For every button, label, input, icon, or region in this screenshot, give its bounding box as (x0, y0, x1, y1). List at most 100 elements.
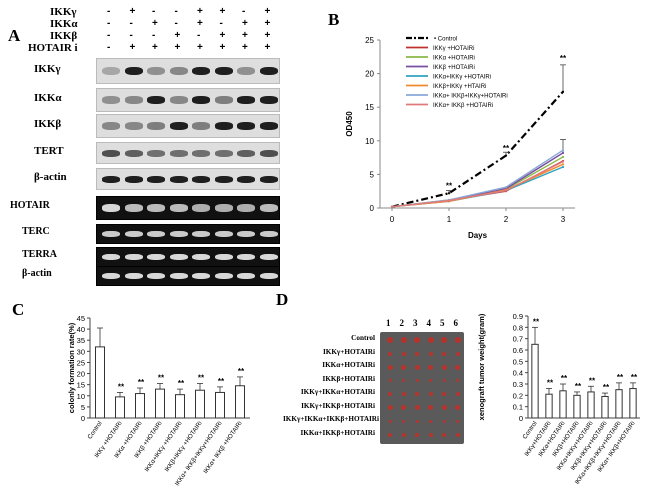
tumor-specimen (415, 432, 419, 437)
photo-column-number: 6 (453, 318, 459, 328)
blot-band (192, 149, 210, 157)
gel-strip (96, 196, 280, 220)
significance-marker: ** (238, 367, 245, 376)
tumor-specimen (454, 337, 461, 343)
blot-row-label: IKKβ (34, 118, 62, 130)
blot-band (147, 122, 165, 130)
treatment-mark: + (264, 6, 271, 17)
data-point (561, 151, 565, 154)
tumor-specimen (429, 419, 432, 423)
tumor-specimen (455, 405, 460, 410)
significance-marker: ** (158, 374, 165, 383)
blot-band (259, 96, 278, 104)
western-blot-strip (96, 168, 280, 190)
tumor-specimen (455, 432, 460, 437)
western-blot-strip (96, 142, 280, 164)
tumor-specimen (401, 405, 406, 410)
tumor-specimen (402, 419, 405, 423)
tumor-specimen (415, 379, 419, 382)
photo-column-number: 1 (386, 318, 391, 328)
significance-marker: ** (603, 383, 610, 392)
blot-band (237, 230, 255, 238)
y-tick-label: 0 (81, 414, 85, 423)
tumor-specimen (441, 364, 447, 370)
blot-band (169, 204, 188, 212)
bar (175, 394, 185, 419)
panel-d-tumor-weight-bar-chart: 00.10.20.30.40.50.60.70.80.9**Control**I… (477, 312, 640, 486)
treatment-mark: - (174, 18, 178, 29)
y-tick-label: 15 (365, 103, 374, 112)
blot-band (169, 272, 188, 280)
blot-band (214, 66, 233, 76)
blot-row-label: HOTAIR (10, 200, 50, 211)
blot-band (169, 149, 188, 157)
blot-band (259, 175, 278, 183)
photo-row-label: IKKγ+IKKα+HOTAIRi (300, 388, 375, 396)
treatment-mark: + (219, 42, 226, 53)
significance-marker: ** (617, 373, 624, 382)
bar (587, 391, 595, 419)
y-tick-label: 5 (370, 170, 375, 179)
bar (573, 394, 581, 419)
photo-row-label: IKKβ+HOTAIRi (322, 374, 375, 383)
x-tick-label: 2 (504, 215, 509, 224)
y-tick-label: 40 (77, 325, 85, 334)
significance-marker: ** (503, 144, 510, 153)
tumor-specimen (428, 432, 433, 437)
blot-band (259, 122, 278, 130)
treatment-label: IKKα (50, 18, 78, 30)
blot-band (169, 66, 188, 76)
blot-band (102, 272, 120, 280)
blot-band (124, 96, 143, 104)
photo-row-label: IKKγ+IKKα+IKKβ+HOTAIRi (283, 415, 379, 423)
y-tick-label: 10 (365, 137, 374, 146)
tumor-specimen (414, 337, 420, 343)
series-line (391, 161, 564, 208)
tumor-specimen (456, 379, 459, 382)
tumor-specimen (442, 392, 446, 396)
significance-marker: ** (547, 379, 554, 388)
legend-label: IKKβ+IKKγ +HTAIRi (433, 84, 486, 90)
y-tick-label: 15 (77, 381, 85, 390)
treatment-mark: + (242, 18, 248, 29)
significance-marker: ** (575, 382, 582, 391)
tumor-specimen (441, 405, 447, 410)
legend-label: IKKβ +HOTAIRi (433, 65, 475, 71)
tumor-specimen (387, 405, 393, 410)
blot-band (259, 272, 278, 280)
tumor-specimen (387, 337, 393, 343)
tumor-specimen (388, 379, 392, 382)
bar (135, 393, 145, 419)
blot-band (259, 204, 278, 212)
treatment-mark: + (152, 42, 158, 53)
significance-marker: ** (589, 376, 596, 385)
y-tick-label: 25 (77, 358, 85, 367)
blot-band (237, 96, 255, 104)
tumor-specimen (415, 392, 419, 396)
treatment-mark: - (219, 18, 223, 29)
bar (629, 388, 637, 419)
tumor-specimen (388, 392, 392, 396)
y-axis-title: colonly formation rate(%) (67, 322, 76, 413)
significance-marker: ** (446, 182, 453, 191)
blot-band (192, 272, 210, 280)
blot-band (259, 253, 278, 261)
gel-strip (96, 224, 280, 244)
treatment-mark: + (197, 6, 203, 17)
treatment-mark: + (264, 42, 271, 53)
blot-band (147, 175, 165, 183)
y-tick-label: 30 (77, 347, 85, 356)
data-point (504, 154, 508, 157)
panel-b-growth-line-chart: 0 5 10 15 20 25 0 1 2 3 Days OD450 ** ** ** • Control IK… (345, 36, 575, 240)
blot-band (237, 272, 255, 280)
tumor-specimen (402, 379, 405, 382)
data-point (504, 189, 508, 192)
photo-column-number: 2 (399, 318, 405, 328)
significance-marker: ** (533, 317, 540, 326)
treatment-mark: + (174, 42, 181, 53)
treatment-mark: - (152, 6, 156, 17)
significance-marker: ** (561, 374, 568, 383)
panel-d-letter: D (276, 290, 289, 309)
photo-row-label: IKKγ+IKKβ+HOTAIRi (301, 401, 375, 410)
